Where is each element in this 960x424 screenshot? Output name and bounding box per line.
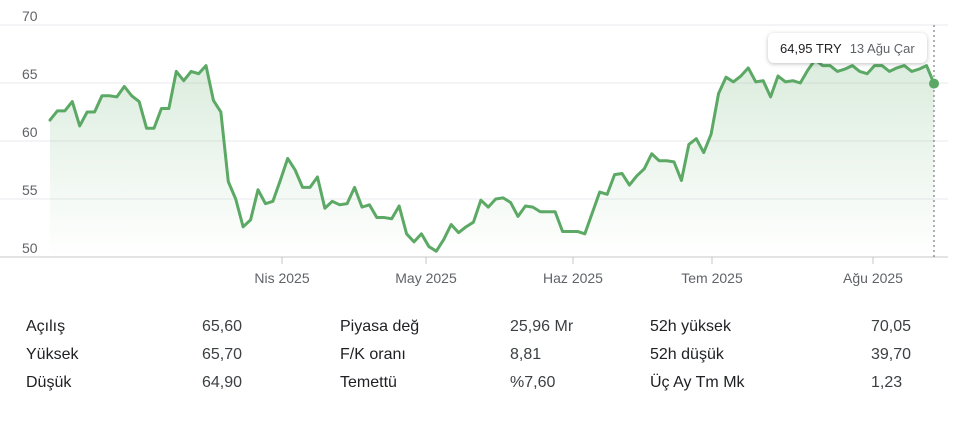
x-axis-labels: Nis 2025 May 2025 Haz 2025 Tem 2025 Ağu 2025 [254,257,903,286]
stats-row: Düşük 64,90 Temettü %7,60 Üç Ay Tm Mk 1,… [26,369,926,397]
y-tick-label: 65 [22,66,38,82]
stats-row: Yüksek 65,70 F/K oranı 8,81 52h düşük 39… [26,341,926,369]
stat-value: %7,60 [510,374,556,391]
stat-label: Temettü [340,374,397,391]
stat-value: 25,96 Mr [510,318,574,335]
y-axis-labels: 70 65 60 55 50 [22,8,38,256]
stat-label: 52h düşük [650,346,724,363]
stat-value: 39,70 [871,346,912,363]
y-tick-label: 60 [22,124,38,140]
stat-value: 8,81 [510,346,542,363]
tooltip-date: 13 Ağu Çar [849,40,915,56]
price-chart[interactable]: 70 65 60 55 50 Nis 2025 May 2025 Haz 2025 Tem 2… [0,0,960,300]
stat-label: 52h yüksek [650,318,731,335]
y-tick-label: 50 [22,240,38,256]
y-tick-label: 55 [22,182,38,198]
stat-label: Yüksek [26,346,79,363]
stat-label: F/K oranı [340,346,406,363]
stat-label: Piyasa değ [340,318,420,335]
x-tick-label: Ağu 2025 [843,270,903,286]
tooltip-price: 64,95 TRY [780,40,842,56]
stat-value: 1,23 [871,374,903,391]
stat-label: Düşük [26,374,72,391]
stat-value: 64,90 [202,374,243,391]
stats-row: Açılış 65,60 Piyasa değ 25,96 Mr 52h yük… [26,313,926,341]
stat-label: Açılış [26,318,66,335]
stat-label: Üç Ay Tm Mk [650,374,745,391]
hover-point [929,78,939,89]
x-tick-label: Tem 2025 [681,270,743,286]
price-line [48,58,936,253]
stats-table: Açılış 65,60 Piyasa değ 25,96 Mr 52h yük… [26,313,926,397]
stat-value: 65,60 [202,318,243,335]
y-tick-label: 70 [22,8,38,24]
stat-value: 70,05 [871,318,912,335]
stat-value: 65,70 [202,346,243,363]
x-tick-label: May 2025 [395,270,457,286]
price-tooltip: 64,95 TRY 13 Ağu Çar [768,33,927,63]
x-tick-label: Nis 2025 [254,270,309,286]
x-tick-label: Haz 2025 [543,270,603,286]
price-area [50,59,934,257]
